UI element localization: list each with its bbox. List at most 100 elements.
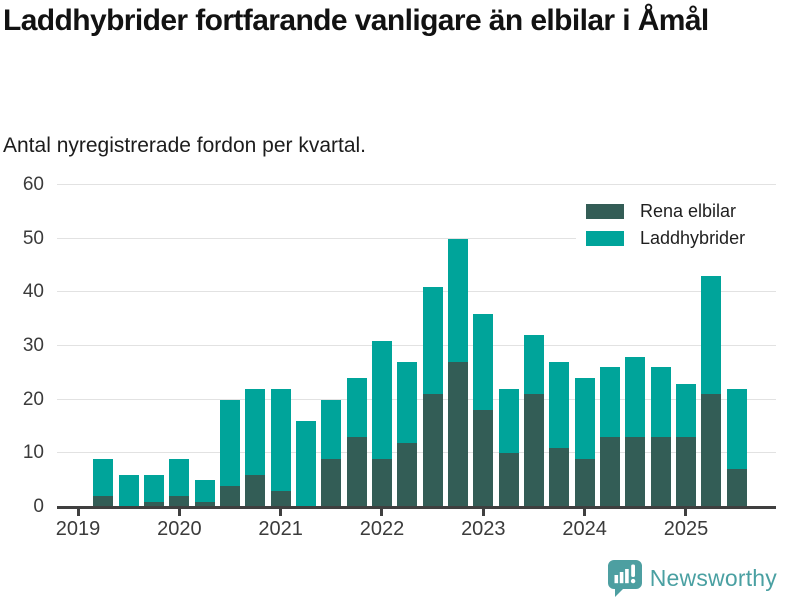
segment-laddhybrider: [93, 458, 114, 497]
legend-item-rena-elbilar: Rena elbilar: [586, 198, 786, 225]
segment-rena-elbilar: [143, 501, 164, 507]
segment-laddhybrider: [270, 388, 291, 491]
chart-legend: Rena elbilar Laddhybrider: [576, 196, 786, 256]
x-axis-tick: [481, 509, 485, 516]
segment-rena-elbilar: [650, 437, 671, 507]
segment-rena-elbilar: [194, 501, 215, 507]
bar-2022-q3: [422, 286, 443, 507]
segment-laddhybrider: [143, 474, 164, 502]
segment-laddhybrider: [194, 480, 215, 502]
bar-2023-q3: [523, 335, 544, 507]
segment-rena-elbilar: [574, 458, 595, 507]
segment-laddhybrider: [169, 458, 190, 497]
segment-laddhybrider: [397, 362, 418, 443]
segment-laddhybrider: [701, 276, 722, 395]
segment-laddhybrider: [574, 378, 595, 459]
bar-2024-q1: [574, 378, 595, 507]
segment-rena-elbilar: [397, 442, 418, 507]
segment-rena-elbilar: [498, 453, 519, 507]
segment-laddhybrider: [422, 286, 443, 395]
y-axis-label: 50: [22, 227, 44, 249]
segment-laddhybrider: [371, 340, 392, 459]
legend-label: Laddhybrider: [640, 228, 746, 248]
bar-2019-q3: [118, 474, 139, 507]
x-axis-label: 2023: [461, 518, 506, 540]
y-axis-label: 40: [22, 281, 44, 303]
bar-2023-q4: [549, 362, 570, 507]
bar-2022-q2: [397, 362, 418, 507]
segment-rena-elbilar: [270, 490, 291, 507]
segment-rena-elbilar: [599, 437, 620, 507]
logo-bar-2: [619, 572, 624, 584]
bar-2019-q2: [93, 458, 114, 507]
segment-laddhybrider: [346, 378, 367, 438]
segment-rena-elbilar: [549, 447, 570, 507]
logo-exclamation-dot: [630, 578, 636, 584]
legend-label: Rena elbilar: [640, 201, 737, 221]
x-axis-label: 2024: [562, 518, 607, 540]
segment-laddhybrider: [650, 367, 671, 438]
page-title: Laddhybrider fortfarande vanligare än el…: [3, 4, 709, 37]
x-axis-label: 2020: [157, 518, 202, 540]
segment-rena-elbilar: [346, 437, 367, 507]
x-axis-tick: [76, 509, 80, 516]
segment-rena-elbilar: [245, 474, 266, 507]
legend-swatch-laddhybrider: [586, 231, 624, 246]
gridline-y30: [57, 345, 776, 346]
bar-2025-q3: [726, 388, 747, 507]
segment-laddhybrider: [473, 313, 494, 411]
segment-rena-elbilar: [701, 394, 722, 507]
bar-2022-q4: [447, 238, 468, 507]
segment-laddhybrider: [447, 238, 468, 363]
newsworthy-chart-speech-bubble-icon: [607, 560, 642, 597]
bar-2021-q1: [270, 388, 291, 507]
bar-2020-q4: [245, 388, 266, 507]
bar-2024-q2: [599, 367, 620, 507]
bar-2023-q2: [498, 388, 519, 507]
segment-laddhybrider: [599, 367, 620, 438]
segment-rena-elbilar: [726, 469, 747, 507]
segment-laddhybrider: [245, 388, 266, 475]
segment-rena-elbilar: [422, 394, 443, 507]
segment-laddhybrider: [498, 388, 519, 454]
gridline-y40: [57, 291, 776, 293]
y-axis-label: 10: [22, 442, 44, 464]
newsworthy-logo[interactable]: Newsworthy: [607, 560, 777, 597]
bar-2021-q3: [321, 399, 342, 507]
bar-2024-q3: [625, 356, 646, 507]
gridline-y50: [57, 237, 776, 239]
x-axis-label: 2025: [663, 518, 709, 540]
segment-laddhybrider: [675, 383, 696, 438]
bar-2025-q1: [675, 383, 696, 507]
y-axis-label: 20: [22, 388, 44, 410]
segment-rena-elbilar: [321, 458, 342, 507]
segment-rena-elbilar: [371, 458, 392, 507]
segment-rena-elbilar: [93, 496, 114, 507]
segment-rena-elbilar: [523, 394, 544, 507]
x-axis-line: [57, 506, 776, 509]
segment-laddhybrider: [549, 362, 570, 448]
segment-rena-elbilar: [219, 485, 240, 507]
bar-2021-q2: [295, 421, 316, 507]
segment-laddhybrider: [523, 335, 544, 395]
x-axis-tick: [279, 509, 283, 516]
x-axis-label: 2019: [55, 518, 101, 540]
bar-2024-q4: [650, 367, 671, 507]
bar-2023-q1: [473, 313, 494, 507]
legend-item-laddhybrider: Laddhybrider: [586, 225, 786, 252]
y-axis-label: 60: [22, 174, 44, 195]
gridline-y60: [57, 184, 776, 185]
bar-2020-q1: [169, 458, 190, 507]
bar-2021-q4: [346, 378, 367, 507]
chart-subtitle: Antal nyregistrerade fordon per kvartal.: [3, 134, 367, 157]
segment-rena-elbilar: [473, 410, 494, 507]
segment-laddhybrider: [118, 474, 139, 507]
logo-bar-1: [614, 575, 618, 584]
x-axis-tick: [583, 509, 587, 516]
segment-laddhybrider: [321, 399, 342, 459]
brand-wordmark: Newsworthy: [649, 565, 777, 591]
segment-laddhybrider: [726, 388, 747, 470]
x-axis-tick: [684, 509, 688, 516]
segment-rena-elbilar: [169, 496, 190, 507]
